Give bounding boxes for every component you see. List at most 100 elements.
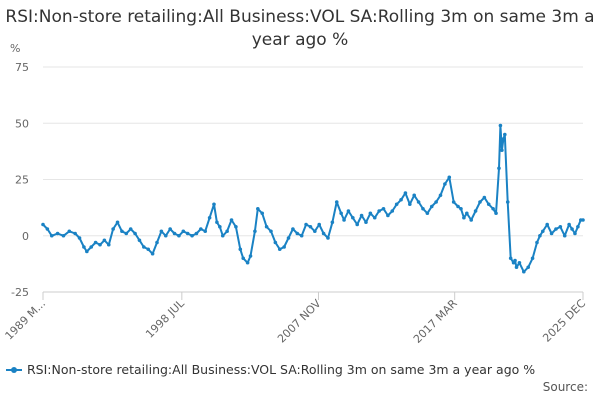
data-point bbox=[49, 233, 54, 238]
series-line bbox=[42, 124, 583, 273]
data-point bbox=[554, 227, 558, 231]
tick-labels: 75 50 25 0 -25% 1989 M... 1998 JUL 2007 NOV 2017… bbox=[3, 42, 589, 346]
data-point bbox=[277, 247, 282, 252]
data-point bbox=[185, 231, 190, 236]
data-point bbox=[576, 224, 580, 229]
data-point bbox=[377, 209, 381, 213]
data-point bbox=[508, 256, 513, 261]
data-point bbox=[248, 254, 253, 258]
data-point bbox=[447, 175, 452, 180]
data-point bbox=[573, 231, 577, 236]
data-point bbox=[295, 231, 300, 236]
data-point bbox=[541, 229, 545, 234]
data-point bbox=[394, 202, 399, 207]
data-point bbox=[137, 238, 142, 243]
data-point bbox=[351, 215, 355, 220]
data-point bbox=[390, 209, 395, 213]
data-point bbox=[215, 220, 219, 225]
data-point bbox=[155, 240, 159, 245]
data-point bbox=[416, 200, 421, 204]
data-point bbox=[177, 233, 181, 238]
data-point bbox=[567, 222, 571, 227]
data-point bbox=[549, 231, 554, 236]
data-point bbox=[558, 224, 563, 229]
data-point bbox=[330, 220, 335, 225]
data-point bbox=[234, 224, 238, 229]
data-point bbox=[82, 245, 86, 249]
data-point bbox=[500, 148, 504, 153]
y-tick-label: 25 bbox=[15, 174, 29, 187]
data-point bbox=[545, 222, 549, 227]
data-point bbox=[207, 215, 212, 220]
data-point bbox=[399, 197, 403, 202]
data-point bbox=[456, 204, 460, 209]
data-point bbox=[459, 206, 463, 211]
data-point bbox=[128, 227, 133, 231]
data-point bbox=[225, 229, 229, 234]
data-point bbox=[203, 229, 208, 234]
data-point bbox=[194, 231, 199, 236]
data-point bbox=[282, 245, 286, 249]
legend-label: RSI:Non-store retailing:All Business:VOL… bbox=[27, 362, 536, 377]
data-point bbox=[355, 222, 360, 227]
data-point bbox=[120, 229, 124, 234]
data-point bbox=[434, 200, 438, 204]
data-point bbox=[45, 227, 50, 231]
data-point bbox=[326, 236, 330, 240]
data-point bbox=[498, 123, 503, 128]
data-point bbox=[98, 242, 102, 247]
data-point bbox=[359, 213, 364, 218]
data-point bbox=[403, 191, 408, 195]
data-point bbox=[526, 265, 530, 270]
data-point bbox=[514, 265, 519, 270]
legend-line-marker-icon bbox=[6, 364, 22, 376]
data-point bbox=[535, 240, 539, 245]
data-point bbox=[93, 240, 98, 245]
data-point bbox=[408, 202, 412, 207]
source-label[interactable]: Source: bbox=[542, 380, 588, 394]
data-point bbox=[241, 256, 246, 261]
data-point bbox=[212, 202, 216, 207]
data-point bbox=[115, 220, 120, 225]
data-point bbox=[269, 229, 273, 234]
data-point bbox=[299, 233, 304, 238]
data-point bbox=[513, 258, 517, 263]
data-point bbox=[286, 236, 291, 240]
data-point bbox=[364, 220, 368, 225]
data-point bbox=[465, 211, 469, 216]
data-point bbox=[538, 233, 542, 238]
data-point bbox=[190, 233, 194, 238]
legend[interactable]: RSI:Non-store retailing:All Business:VOL… bbox=[6, 362, 535, 377]
data-point bbox=[181, 229, 186, 234]
data-point bbox=[85, 249, 89, 254]
data-point bbox=[421, 206, 425, 211]
data-point bbox=[142, 245, 146, 249]
data-point bbox=[429, 204, 434, 209]
x-tick-label: 2017 MAR bbox=[411, 297, 460, 346]
data-point bbox=[89, 245, 94, 249]
data-point bbox=[163, 233, 168, 238]
data-point bbox=[334, 200, 339, 204]
data-point bbox=[55, 231, 60, 236]
data-point bbox=[368, 211, 373, 216]
data-point bbox=[124, 231, 129, 236]
data-point bbox=[264, 224, 269, 229]
data-point bbox=[451, 200, 456, 204]
data-point bbox=[491, 206, 495, 211]
y-tick-label: 75 bbox=[15, 61, 29, 74]
data-point bbox=[494, 211, 498, 216]
data-point bbox=[562, 233, 567, 238]
data-point bbox=[317, 222, 322, 227]
data-point bbox=[346, 209, 351, 213]
data-point bbox=[229, 218, 234, 222]
data-point bbox=[381, 206, 386, 211]
data-point bbox=[438, 193, 443, 198]
data-point bbox=[469, 218, 474, 222]
data-point bbox=[102, 238, 107, 243]
data-point bbox=[73, 231, 77, 236]
data-point bbox=[443, 182, 447, 186]
data-point bbox=[67, 229, 72, 234]
data-point bbox=[245, 260, 250, 265]
data-point bbox=[425, 211, 430, 216]
